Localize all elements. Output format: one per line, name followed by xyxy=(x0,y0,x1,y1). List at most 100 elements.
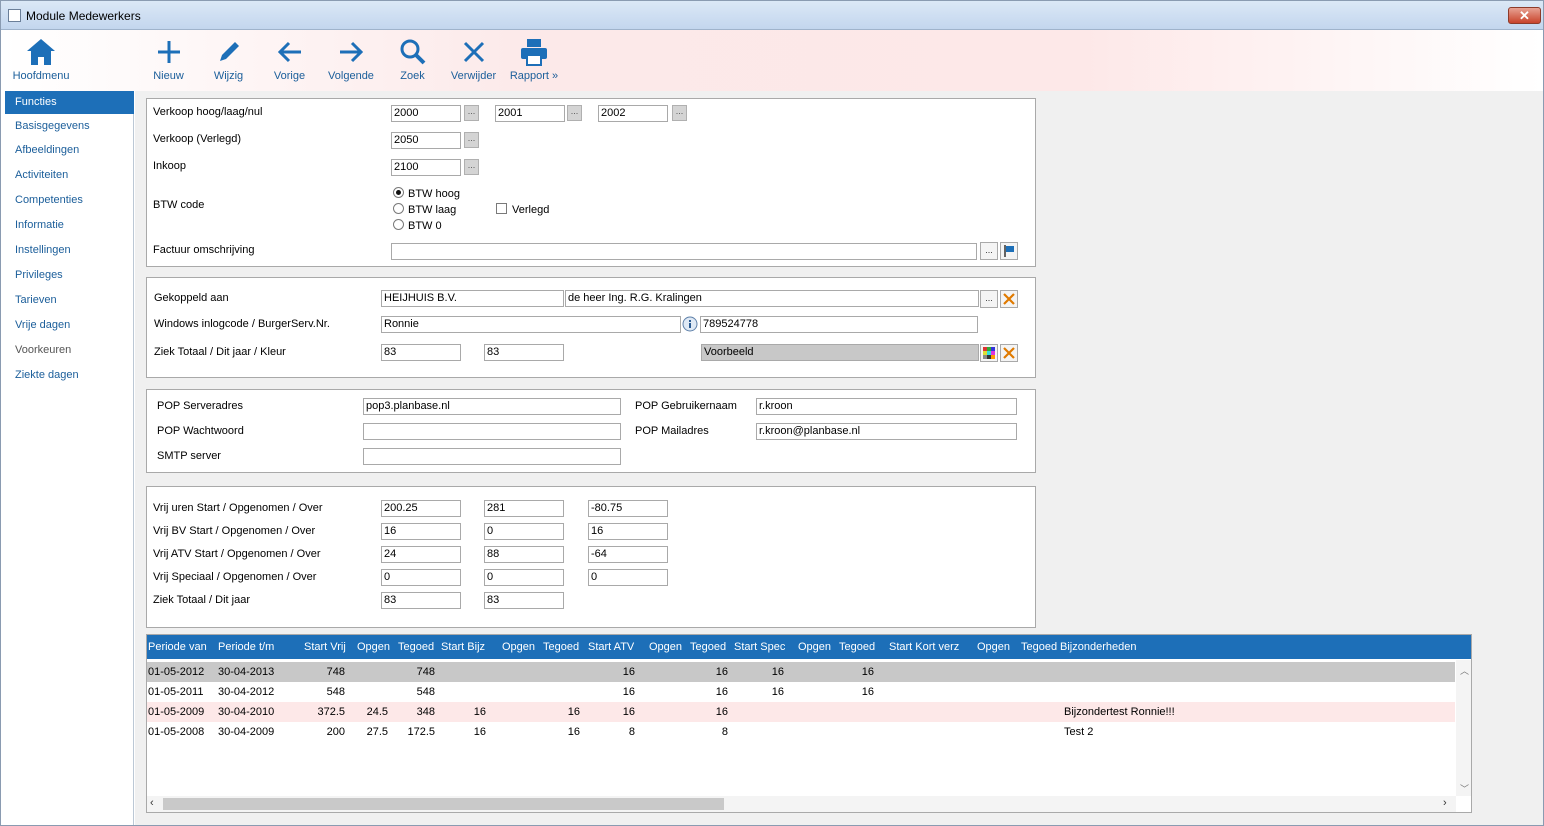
table-row[interactable]: 01-05-2012 30-04-2013 748 748 16 16 16 16 xyxy=(147,662,1455,682)
sidebar-item-tarieven[interactable]: Tarieven xyxy=(15,294,57,306)
login-input[interactable]: Ronnie xyxy=(381,316,681,333)
pop-user-input[interactable]: r.kroon xyxy=(756,398,1017,415)
ziek-jaar-input[interactable]: 83 xyxy=(484,344,564,361)
verkoop-laag-input[interactable]: 2001 xyxy=(495,105,565,122)
sidebar-item-functies[interactable]: Functies xyxy=(5,91,134,114)
company-input[interactable]: HEIJHUIS B.V. xyxy=(381,290,564,307)
vrij-atv-start[interactable]: 24 xyxy=(381,546,461,563)
col-tegoed-spec[interactable]: Tegoed xyxy=(839,641,876,653)
table-row[interactable]: 01-05-2011 30-04-2012 548 548 16 16 16 16 xyxy=(147,682,1455,702)
close-button[interactable]: ✕ xyxy=(1508,7,1541,24)
ziek-totaal-input[interactable]: 83 xyxy=(381,344,461,361)
col-bijzonderheden[interactable]: Bijzonderheden xyxy=(1060,641,1137,653)
inkoop-input[interactable]: 2100 xyxy=(391,159,461,176)
inkoop-lookup-button[interactable]: ... xyxy=(464,159,479,175)
pop-server-input[interactable]: pop3.planbase.nl xyxy=(363,398,621,415)
new-button[interactable]: Nieuw xyxy=(146,37,191,82)
scroll-left-icon[interactable]: ‹ xyxy=(150,797,154,809)
vrij-atv-over[interactable]: -64 xyxy=(588,546,668,563)
vrij-uren-opgenomen[interactable]: 281 xyxy=(484,500,564,517)
vrij-spec-over[interactable]: 0 xyxy=(588,569,668,586)
col-periode-tm[interactable]: Periode t/m xyxy=(218,641,275,653)
col-start-bijz[interactable]: Start Bijz xyxy=(441,641,486,653)
home-button[interactable]: Hoofdmenu xyxy=(11,37,71,82)
col-start-vrij[interactable]: Start Vrij xyxy=(304,641,346,653)
vrij-bv-over[interactable]: 16 xyxy=(588,523,668,540)
bsn-input[interactable]: 789524778 xyxy=(700,316,978,333)
verkoop-hoog-lookup-button[interactable]: ... xyxy=(464,105,479,121)
vrij-uren-start[interactable]: 200.25 xyxy=(381,500,461,517)
contact-input[interactable]: de heer Ing. R.G. Kralingen xyxy=(565,290,979,307)
flag-button[interactable] xyxy=(1000,242,1018,260)
sidebar-item-afbeeldingen[interactable]: Afbeeldingen xyxy=(15,144,80,156)
table-row[interactable]: 01-05-2008 30-04-2009 200 27.5 172.5 16 16 8 8 Te… xyxy=(147,722,1455,742)
sidebar-item-informatie[interactable]: Informatie xyxy=(15,219,64,231)
search-button[interactable]: Zoek xyxy=(390,37,435,82)
pop-password-input[interactable] xyxy=(363,423,621,440)
vrij-uren-over[interactable]: -80.75 xyxy=(588,500,668,517)
col-start-spec[interactable]: Start Spec xyxy=(734,641,786,653)
edit-button[interactable]: Wijzig xyxy=(206,37,251,82)
clear-color-button[interactable] xyxy=(1000,344,1018,362)
vrij-ziek-jaar[interactable]: 83 xyxy=(484,592,564,609)
btw-laag-radio[interactable] xyxy=(393,203,404,214)
contact-lookup-button[interactable]: ... xyxy=(980,290,998,308)
btw-0-radio[interactable] xyxy=(393,219,404,230)
col-opgen-spec[interactable]: Opgen xyxy=(798,641,832,653)
horizontal-scroll-thumb[interactable] xyxy=(163,798,724,810)
close-icon xyxy=(463,41,484,63)
col-opgen-kort[interactable]: Opgen xyxy=(977,641,1011,653)
verlegd-input[interactable]: 2050 xyxy=(391,132,461,149)
verkoop-laag-lookup-button[interactable]: ... xyxy=(567,105,582,121)
scroll-up-icon[interactable]: ︿ xyxy=(1460,666,1470,676)
smtp-input[interactable] xyxy=(363,448,621,465)
window-title: Module Medewerkers xyxy=(26,9,141,23)
btw-hoog-radio[interactable] xyxy=(393,187,404,198)
col-opgen-bijz[interactable]: Opgen xyxy=(502,641,536,653)
next-button[interactable]: Volgende xyxy=(323,37,379,82)
sidebar-item-vrije-dagen[interactable]: Vrije dagen xyxy=(15,319,71,331)
col-start-atv[interactable]: Start ATV xyxy=(588,641,635,653)
col-tegoed-bijz[interactable]: Tegoed xyxy=(543,641,580,653)
col-opgen-vrij[interactable]: Opgen xyxy=(357,641,391,653)
verlegd-checkbox[interactable] xyxy=(496,203,507,214)
sidebar-item-privileges[interactable]: Privileges xyxy=(15,269,63,281)
verlegd-lookup-button[interactable]: ... xyxy=(464,132,479,148)
pop-mail-input[interactable]: r.kroon@planbase.nl xyxy=(756,423,1017,440)
vrij-spec-opgenomen[interactable]: 0 xyxy=(484,569,564,586)
verkoop-nul-lookup-button[interactable]: ... xyxy=(672,105,687,121)
vrij-ziek-totaal[interactable]: 83 xyxy=(381,592,461,609)
sidebar-item-ziekte-dagen[interactable]: Ziekte dagen xyxy=(15,369,79,381)
sidebar-item-activiteiten[interactable]: Activiteiten xyxy=(15,169,69,181)
vertical-scrollbar[interactable]: ︿ ﹀ xyxy=(1456,660,1471,796)
arrow-left-icon xyxy=(277,41,301,63)
previous-button[interactable]: Vorige xyxy=(267,37,312,82)
vrij-spec-start[interactable]: 0 xyxy=(381,569,461,586)
sidebar-item-basisgegevens[interactable]: Basisgegevens xyxy=(15,120,90,132)
report-button[interactable]: Rapport » xyxy=(506,37,562,82)
vrij-bv-start[interactable]: 16 xyxy=(381,523,461,540)
info-icon[interactable] xyxy=(682,316,698,332)
col-tegoed-kort[interactable]: Tegoed xyxy=(1021,641,1058,653)
sidebar-item-voorkeuren[interactable]: Voorkeuren xyxy=(15,344,72,356)
verkoop-hoog-input[interactable]: 2000 xyxy=(391,105,461,122)
col-opgen-atv[interactable]: Opgen xyxy=(649,641,683,653)
clear-contact-button[interactable] xyxy=(1000,290,1018,308)
sidebar-item-instellingen[interactable]: Instellingen xyxy=(15,244,71,256)
delete-button[interactable]: Verwijder xyxy=(446,37,501,82)
scroll-right-icon[interactable]: › xyxy=(1443,797,1447,809)
verkoop-nul-input[interactable]: 2002 xyxy=(598,105,668,122)
factuur-input[interactable] xyxy=(391,243,977,260)
col-periode-van[interactable]: Periode van xyxy=(148,641,207,653)
horizontal-scrollbar[interactable]: ‹ › xyxy=(147,796,1456,812)
col-tegoed-vrij[interactable]: Tegoed xyxy=(398,641,435,653)
col-tegoed-atv[interactable]: Tegoed xyxy=(690,641,727,653)
sidebar-item-competenties[interactable]: Competenties xyxy=(15,194,83,206)
vrij-bv-opgenomen[interactable]: 0 xyxy=(484,523,564,540)
vrij-atv-opgenomen[interactable]: 88 xyxy=(484,546,564,563)
table-row[interactable]: 01-05-2009 30-04-2010 372.5 24.5 348 16 16 16 16… xyxy=(147,702,1455,722)
scroll-down-icon[interactable]: ﹀ xyxy=(1460,784,1470,794)
color-picker-button[interactable] xyxy=(980,344,998,362)
factuur-lookup-button[interactable]: ... xyxy=(980,242,998,260)
col-start-kort[interactable]: Start Kort verz xyxy=(889,641,960,653)
